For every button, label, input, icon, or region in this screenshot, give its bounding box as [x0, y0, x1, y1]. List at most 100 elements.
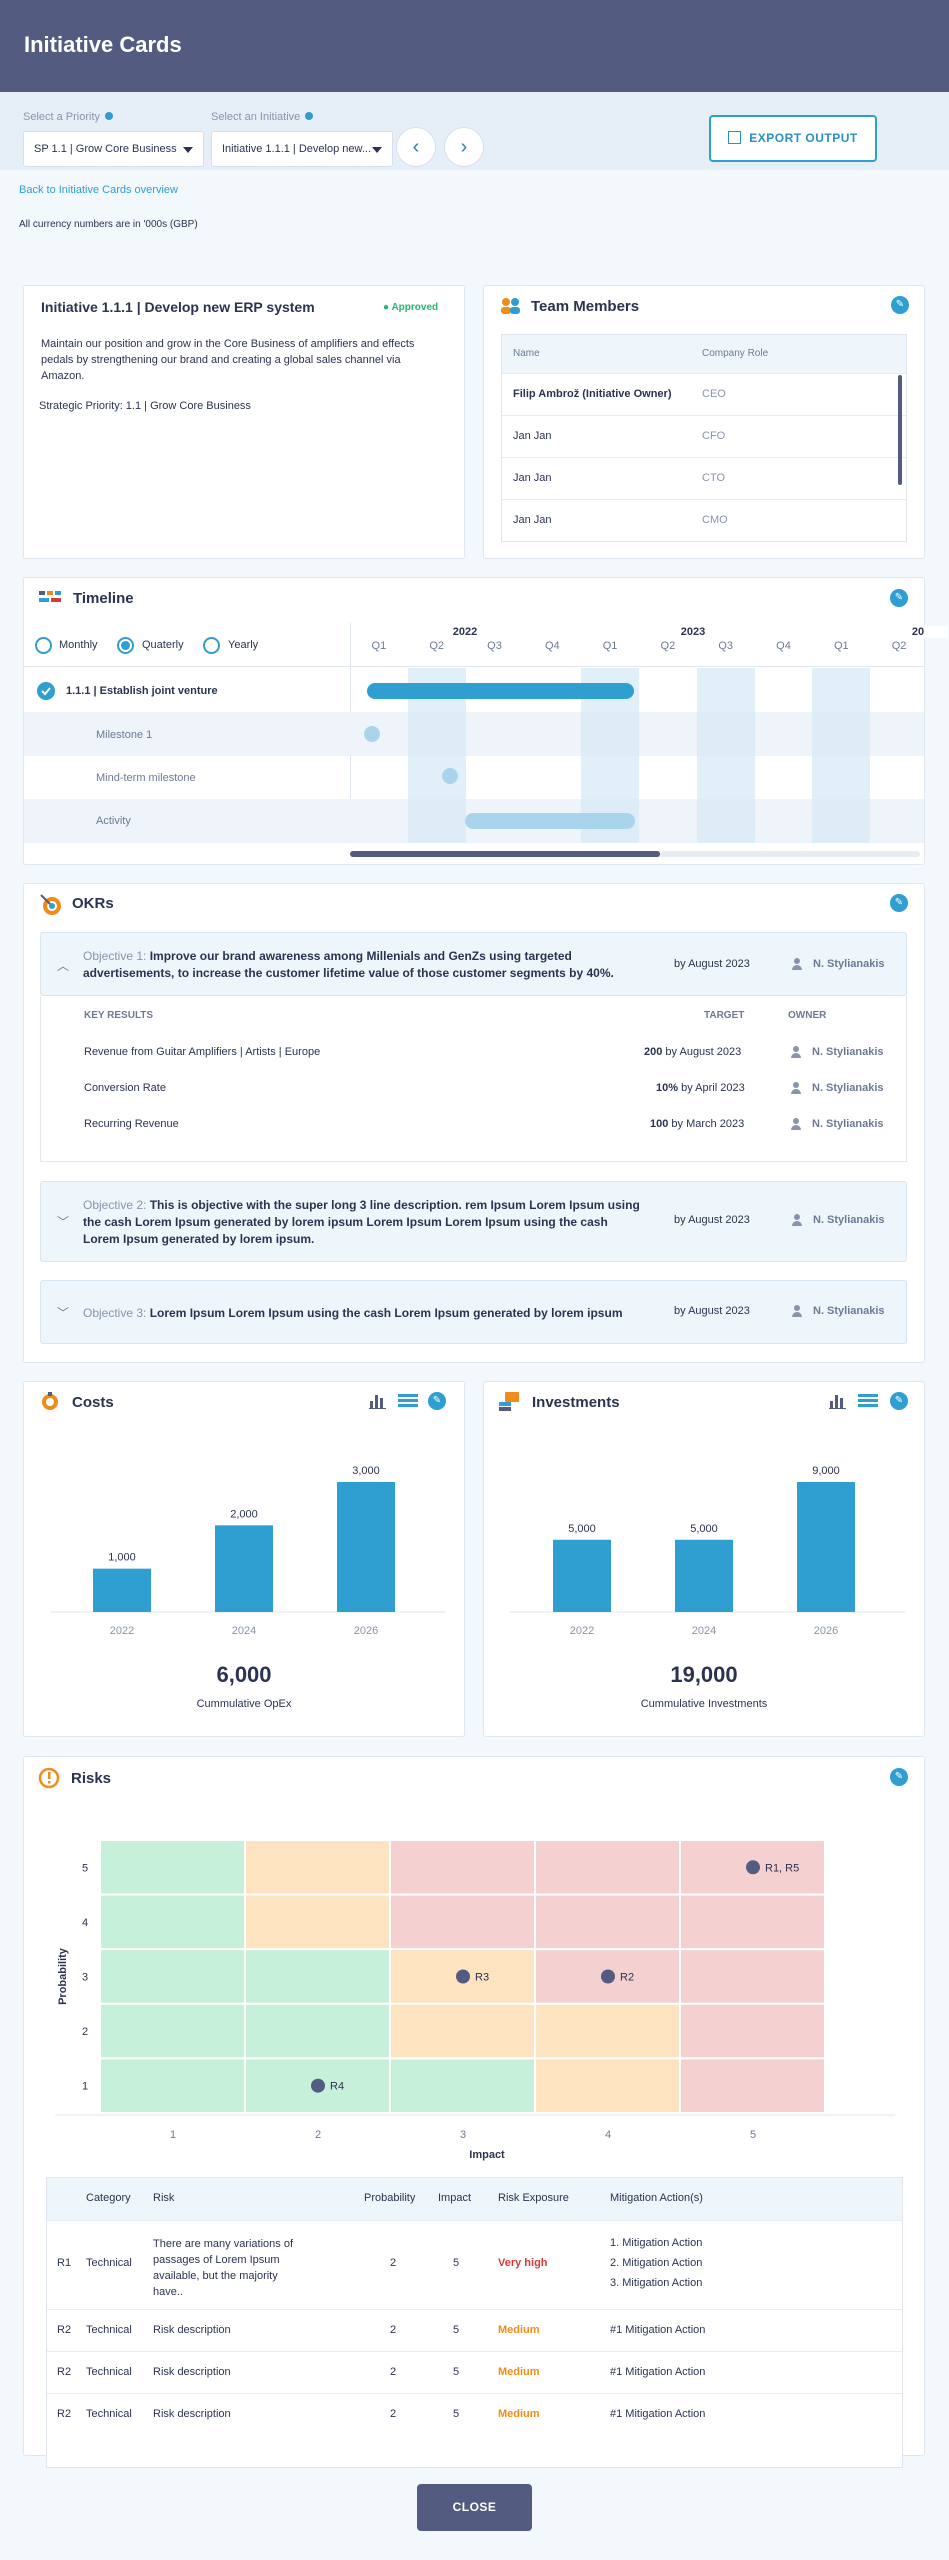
objective-3[interactable]: ﹀ Objective 3: Lorem Ipsum Lorem Ipsum u…: [40, 1280, 907, 1344]
user-icon: [790, 1046, 802, 1058]
risk-cell: [99, 2057, 246, 2114]
warning-icon: [38, 1767, 60, 1789]
bar-value-label: 9,000: [812, 1465, 840, 1477]
bar-chart-icon[interactable]: [829, 1393, 847, 1409]
y-tick-label: 2: [82, 2026, 88, 2038]
timeline-row-label: Activity: [96, 815, 131, 827]
page-header: Initiative Cards: [0, 0, 949, 92]
objective-1[interactable]: ︿ Objective 1: Improve our brand awarene…: [40, 932, 907, 996]
user-icon: [791, 1214, 803, 1226]
investments-bar-chart: 5,000 2022 5,000 2024 9,000 2026: [510, 1465, 905, 1637]
risk-cell: [244, 1893, 391, 1951]
quarter-label: Q2: [891, 640, 907, 652]
view-monthly-label[interactable]: Monthly: [59, 639, 98, 651]
table-row: Jan Jan CFO: [502, 415, 906, 457]
previous-initiative-button[interactable]: ‹: [396, 127, 436, 167]
risk-exposure-medium: Medium: [498, 2366, 540, 2378]
quarter-column-shade: [696, 668, 755, 843]
milestone-1-marker[interactable]: [364, 726, 380, 742]
bar: [797, 1482, 855, 1612]
view-monthly-radio[interactable]: [35, 637, 52, 654]
bar: [93, 1568, 151, 1612]
timeline-scrollbar[interactable]: [350, 851, 660, 857]
user-icon: [790, 1082, 802, 1094]
initiative-title: Initiative 1.1.1 | Develop new ERP syste…: [41, 299, 315, 315]
risk-cell: [389, 1893, 536, 1951]
view-quarterly-label[interactable]: Quaterly: [142, 639, 184, 651]
edit-icon[interactable]: ✎: [890, 894, 908, 912]
initiative-label: Select an Initiative: [211, 111, 314, 123]
risk-exposure-medium: Medium: [498, 2408, 540, 2420]
strategic-priority: Strategic Priority: 1.1 | Grow Core Busi…: [39, 400, 251, 412]
risk-cell: [244, 1948, 391, 2005]
table-row: Jan Jan CMO: [502, 499, 906, 541]
risk-cell: [389, 2002, 536, 2060]
info-icon[interactable]: [305, 112, 314, 120]
table-row: R2 Technical Risk description 2 5 Medium…: [47, 2351, 902, 2393]
table-view-icon[interactable]: [398, 1393, 418, 1409]
risk-cell: [389, 1839, 536, 1896]
table-row: R2 Technical Risk description 2 5 Medium…: [47, 2309, 902, 2351]
y-tick-label: 5: [82, 1862, 88, 1874]
timeline-bar-joint-venture[interactable]: [367, 683, 634, 699]
view-yearly-label[interactable]: Yearly: [228, 639, 259, 651]
quarter-label: Q1: [602, 640, 618, 652]
activity-bar[interactable]: [465, 813, 635, 829]
export-icon: [728, 131, 742, 144]
key-result-row: Conversion Rate 10% by April 2023 N. Sty…: [84, 1082, 884, 1094]
x-tick-label: 5: [750, 2129, 756, 2141]
user-icon: [791, 958, 803, 970]
objective-2[interactable]: ﹀ Objective 2: This is objective with th…: [40, 1181, 907, 1262]
risk-point-label: R3: [475, 1972, 489, 1984]
risk-cell: [679, 2057, 826, 2114]
back-link[interactable]: Back to Initiative Cards overview: [19, 184, 178, 196]
risk-cell: [244, 2002, 391, 2060]
timeline-title: Timeline: [73, 590, 134, 607]
edit-icon[interactable]: ✎: [890, 1768, 908, 1786]
edit-icon[interactable]: ✎: [890, 1392, 908, 1410]
x-tick-label: 2022: [570, 1625, 594, 1637]
edit-icon[interactable]: ✎: [428, 1392, 446, 1410]
risk-cell: [534, 2002, 681, 2060]
team-table: Name Company Role Filip Ambrož (Initiati…: [501, 334, 907, 542]
col-role: Company Role: [702, 348, 769, 359]
chevron-up-icon[interactable]: ︿: [57, 959, 70, 973]
view-yearly-radio[interactable]: [203, 637, 220, 654]
table-row: Filip Ambrož (Initiative Owner) CEO: [502, 373, 906, 415]
info-icon[interactable]: [105, 112, 114, 120]
quarter-label: Q4: [776, 640, 791, 652]
x-tick-label: 4: [605, 2129, 611, 2141]
mid-term-milestone-marker[interactable]: [442, 768, 458, 784]
x-tick-label: 2024: [692, 1625, 716, 1637]
bar-chart-icon[interactable]: [369, 1393, 387, 1409]
team-card: [483, 285, 925, 559]
row-checkbox-icon[interactable]: [37, 682, 55, 700]
table-row: R1 Technical There are many variations o…: [47, 2220, 902, 2309]
table-row: R2 Technical Risk description 2 5 Medium…: [47, 2393, 902, 2435]
col-name: Name: [513, 348, 540, 359]
table-view-icon[interactable]: [858, 1393, 878, 1409]
edit-icon[interactable]: ✎: [890, 589, 908, 607]
export-output-button[interactable]: EXPORT OUTPUT: [709, 115, 877, 162]
initiative-select[interactable]: Initiative 1.1.1 | Develop new...: [211, 131, 393, 167]
chevron-down-icon[interactable]: ﹀: [57, 1215, 70, 1229]
next-initiative-button[interactable]: ›: [444, 127, 484, 167]
risk-point: [746, 1860, 760, 1875]
investments-total-label: Cummulative Investments: [640, 1698, 768, 1710]
view-quarterly-radio[interactable]: [117, 637, 134, 654]
close-button[interactable]: CLOSE: [417, 2484, 532, 2531]
risk-point: [311, 2078, 325, 2093]
risk-cell: [244, 1839, 391, 1896]
currency-note: All currency numbers are in '000s (GBP): [19, 219, 198, 230]
key-results-panel: [40, 996, 907, 1162]
quarter-label: Q3: [487, 640, 502, 652]
user-icon: [791, 1305, 803, 1317]
team-icon: [501, 298, 520, 314]
quarter-column-shade: [812, 668, 871, 843]
x-tick-label: 2026: [814, 1625, 838, 1637]
edit-icon[interactable]: ✎: [891, 296, 909, 314]
priority-select[interactable]: SP 1.1 | Grow Core Business: [23, 131, 204, 167]
bar: [553, 1539, 611, 1612]
chevron-down-icon[interactable]: ﹀: [57, 1306, 70, 1320]
team-scrollbar[interactable]: [898, 375, 902, 485]
